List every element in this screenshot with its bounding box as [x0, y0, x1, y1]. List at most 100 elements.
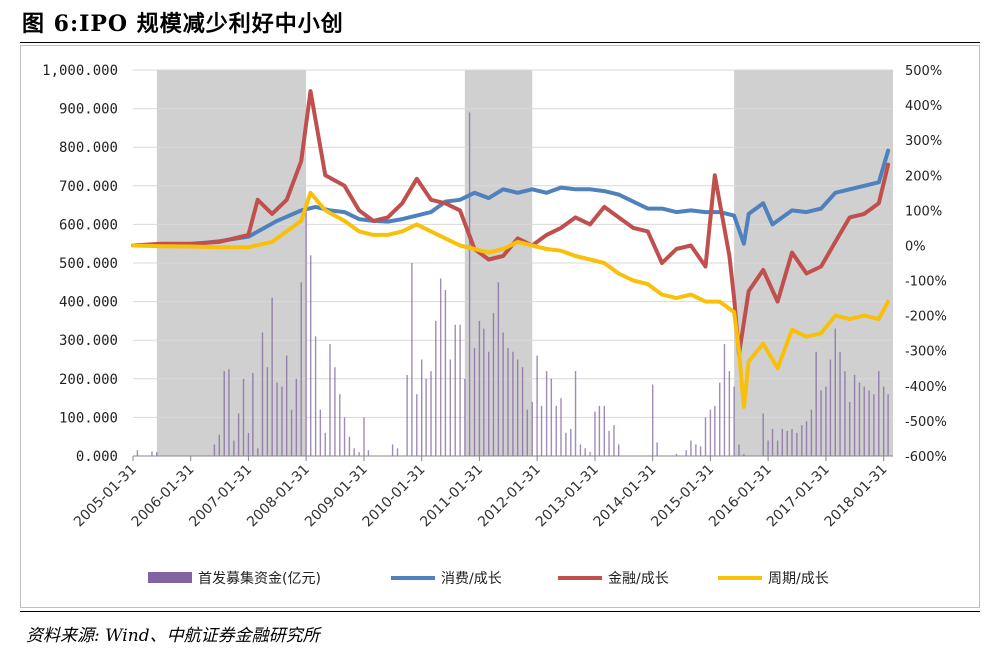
ipo-bar	[276, 382, 278, 456]
y-right-tick-label: -200%	[905, 310, 947, 325]
ipo-bar	[570, 428, 572, 456]
ipo-bar	[853, 374, 856, 456]
ipo-bar	[714, 405, 716, 456]
ipo-bar	[733, 386, 735, 456]
y-left-tick-label: 400.000	[59, 295, 118, 311]
ipo-bar	[271, 297, 273, 456]
ipo-bar	[435, 320, 437, 456]
legend-label: 消费/成长	[441, 571, 502, 587]
ipo-bar	[507, 347, 509, 456]
legend-swatch	[148, 572, 192, 583]
ipo-bar	[266, 367, 269, 456]
y-right-tick-label: 100%	[905, 204, 942, 219]
ipo-bar	[310, 255, 312, 456]
y-left-tick-label: 500.000	[59, 256, 118, 272]
ipo-bar	[488, 351, 490, 456]
ipo-bar	[223, 371, 225, 456]
ipo-bar	[617, 444, 620, 456]
ipo-bar	[416, 394, 418, 456]
ipo-bar	[512, 351, 514, 456]
ipo-bars	[136, 112, 889, 457]
ipo-bar	[695, 444, 697, 456]
y-left-tick-label: 600.000	[59, 217, 118, 233]
ipo-bar	[550, 378, 553, 456]
ipo-bar	[228, 369, 230, 456]
ipo-bar	[704, 417, 707, 456]
y-left-tick-label: 300.000	[59, 333, 118, 349]
ipo-bar	[848, 401, 851, 456]
ipo-bar	[743, 454, 745, 456]
ipo-bar	[887, 394, 889, 456]
y-left-tick-label: 700.000	[59, 179, 118, 195]
source-note: 资料来源: Wind、中航证券金融研究所	[26, 626, 320, 646]
ipo-bar	[608, 430, 610, 456]
chart-title: 图 6:IPO 规模减少利好中小创	[22, 11, 344, 37]
ipo-bar	[738, 444, 740, 456]
y-left-tick-label: 900.000	[59, 102, 118, 118]
ipo-bar	[281, 386, 283, 456]
ipo-bar	[391, 444, 394, 456]
ipo-bar	[536, 355, 538, 456]
ipo-bar	[439, 278, 442, 456]
ipo-bar	[834, 328, 836, 456]
ipo-bar	[719, 382, 721, 456]
ipo-bar	[473, 347, 476, 456]
ipo-bar	[709, 409, 712, 456]
y-right-tick-label: -100%	[905, 275, 947, 290]
series-line	[131, 89, 891, 357]
ipo-bar	[242, 378, 245, 456]
ipo-bar	[786, 430, 788, 456]
ipo-bar	[675, 454, 678, 456]
ipo-bar	[815, 351, 817, 456]
ipo-bar	[329, 344, 331, 456]
ipo-bar	[516, 359, 519, 456]
ipo-bar	[858, 382, 861, 456]
ipo-bar	[882, 386, 885, 456]
ipo-bar	[540, 405, 543, 456]
ipo-bar	[358, 452, 360, 456]
ipo-bar	[353, 448, 355, 456]
ipo-bar	[589, 452, 591, 456]
ipo-bar	[156, 452, 158, 456]
ipo-bar	[820, 390, 822, 456]
ipo-bar	[290, 409, 293, 456]
y-right-tick-label: 500%	[905, 64, 942, 79]
y-right-tick-label: -500%	[905, 415, 947, 430]
ipo-bar	[363, 417, 365, 456]
ipo-bar	[844, 371, 846, 456]
ipo-bar	[829, 359, 832, 456]
y-right-tick-label: 400%	[905, 99, 942, 114]
ipo-bar	[873, 394, 875, 456]
y-left-tick-label: 100.000	[59, 410, 118, 426]
ipo-bar	[343, 417, 346, 456]
ipo-bar	[521, 367, 524, 456]
ipo-bar	[348, 436, 351, 456]
ipo-bar	[425, 378, 427, 456]
series-line	[131, 148, 891, 248]
ipo-bar	[555, 405, 557, 456]
legend: 首发募集资金(亿元) 消费/成长 金融/成长 周期/成长	[148, 570, 829, 587]
y-right-tick-label: 200%	[905, 169, 942, 184]
ipo-bar	[261, 332, 264, 456]
ipo-bar	[690, 440, 692, 456]
ipo-bar	[237, 413, 240, 456]
ipo-bar	[444, 290, 447, 456]
ipo-bar	[863, 386, 865, 456]
ipo-bar	[878, 371, 880, 456]
ipo-bar	[805, 421, 808, 456]
y-right-tick-label: -600%	[905, 450, 947, 465]
ipo-bar	[396, 448, 399, 456]
ipo-bar	[574, 371, 577, 456]
ipo-bar	[295, 378, 298, 456]
ipo-bar	[868, 390, 870, 456]
ipo-bar	[324, 432, 326, 456]
ipo-bar	[464, 378, 466, 456]
ipo-bar	[247, 432, 250, 456]
ipo-bar	[430, 371, 432, 456]
ipo-bar	[492, 313, 495, 456]
legend-label: 周期/成长	[768, 571, 829, 587]
ipo-bar	[459, 324, 461, 456]
ipo-bar	[603, 405, 606, 456]
legend-label: 金融/成长	[608, 571, 669, 587]
